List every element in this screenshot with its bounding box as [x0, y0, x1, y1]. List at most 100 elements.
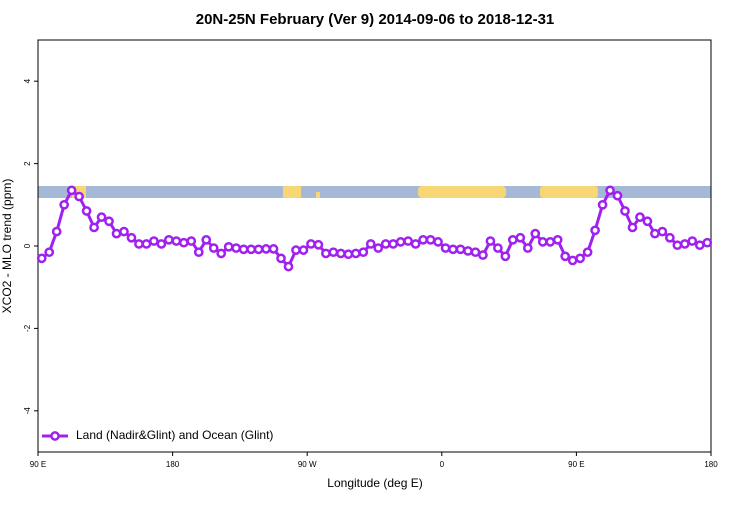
- data-point: [665, 232, 675, 243]
- data-point: [149, 236, 159, 246]
- data-point: [500, 251, 511, 262]
- data-point: [545, 237, 556, 247]
- legend-label: Land (Nadir&Glint) and Ocean (Glint): [76, 428, 273, 442]
- data-point: [582, 247, 593, 258]
- legend-item: Land (Nadir&Glint) and Ocean (Glint): [42, 428, 273, 442]
- chart-title: 20N-25N February (Ver 9) 2014-09-06 to 2…: [196, 11, 555, 28]
- data-point: [650, 228, 660, 239]
- data-point: [246, 244, 256, 255]
- data-point: [134, 239, 144, 249]
- data-point: [694, 240, 705, 251]
- legend-marker: [50, 431, 60, 441]
- x-tick-label: 90 W: [298, 460, 317, 469]
- data-point: [358, 247, 369, 258]
- data-point: [470, 247, 481, 258]
- data-point: [51, 226, 62, 237]
- y-tick-label: 2: [23, 161, 32, 166]
- data-point: [238, 244, 249, 255]
- data-point: [433, 237, 443, 247]
- data-point: [178, 237, 189, 248]
- data-point: [530, 228, 541, 239]
- data-point: [313, 239, 324, 250]
- x-tick-label: 90 E: [30, 460, 46, 469]
- data-point: [620, 206, 630, 216]
- data-point: [298, 245, 309, 255]
- data-point: [507, 234, 518, 245]
- data-point: [104, 216, 114, 227]
- data-point: [350, 248, 361, 259]
- y-tick-label: 4: [23, 78, 32, 83]
- data-point: [552, 234, 563, 245]
- data-point: [59, 199, 70, 210]
- data-point: [537, 237, 548, 247]
- data-point: [81, 206, 92, 216]
- data-point: [223, 241, 234, 252]
- data-point: [186, 236, 197, 246]
- x-tick-label: 180: [704, 460, 718, 469]
- data-point: [119, 226, 129, 237]
- data-point: [276, 253, 286, 264]
- data-point: [111, 228, 122, 239]
- data-point: [612, 190, 623, 201]
- data-point: [702, 237, 713, 248]
- data-point: [388, 239, 399, 249]
- data-point: [373, 243, 384, 253]
- data-point: [463, 246, 473, 256]
- data-point: [365, 239, 376, 249]
- data-point: [485, 236, 496, 246]
- data-point: [126, 232, 137, 243]
- data-point: [201, 234, 212, 245]
- data-point: [291, 245, 301, 255]
- data-point: [44, 247, 55, 258]
- data-point: [448, 244, 458, 255]
- data-point: [672, 240, 683, 251]
- data-point: [306, 239, 316, 249]
- data-point: [261, 244, 271, 254]
- x-tick-label: 90 E: [568, 460, 584, 469]
- data-point: [410, 239, 421, 249]
- data-point: [231, 243, 242, 253]
- data-point: [321, 248, 331, 259]
- data-point: [208, 243, 219, 253]
- data-point: [66, 185, 77, 196]
- data-point: [642, 216, 653, 227]
- data-point: [395, 237, 406, 247]
- data-point: [74, 191, 84, 202]
- data-point: [657, 226, 668, 237]
- data-point: [522, 243, 533, 253]
- data-point: [343, 249, 354, 260]
- y-tick-label: 0: [23, 243, 32, 248]
- data-point: [560, 251, 571, 262]
- data-point: [193, 247, 204, 258]
- data-point: [283, 261, 294, 272]
- data-point: [440, 243, 451, 253]
- data-point: [687, 236, 698, 246]
- x-tick-label: 180: [166, 460, 180, 469]
- y-axis-label: XCO2 - MLO trend (ppm): [0, 179, 14, 314]
- data-point: [605, 185, 615, 196]
- land-patch: [283, 186, 301, 198]
- y-tick-label: -4: [23, 407, 32, 415]
- data-point: [635, 212, 645, 223]
- data-point: [515, 232, 526, 243]
- data-point: [567, 255, 578, 266]
- data-point: [328, 247, 339, 258]
- y-tick-label: -2: [23, 324, 32, 332]
- data-point: [575, 253, 585, 264]
- data-point: [380, 239, 391, 249]
- data-point: [141, 239, 152, 249]
- data-point: [597, 199, 608, 210]
- data-point: [403, 236, 413, 246]
- data-point: [268, 244, 279, 254]
- data-point: [478, 250, 488, 260]
- data-point: [679, 239, 690, 249]
- data-point: [156, 239, 167, 249]
- data-point: [36, 253, 47, 264]
- data-point: [171, 236, 182, 246]
- data-point: [253, 244, 264, 255]
- x-axis-label: Longitude (deg E): [327, 476, 422, 490]
- data-point: [164, 234, 174, 245]
- x-tick-label: 0: [440, 460, 445, 469]
- land-patch: [540, 186, 598, 198]
